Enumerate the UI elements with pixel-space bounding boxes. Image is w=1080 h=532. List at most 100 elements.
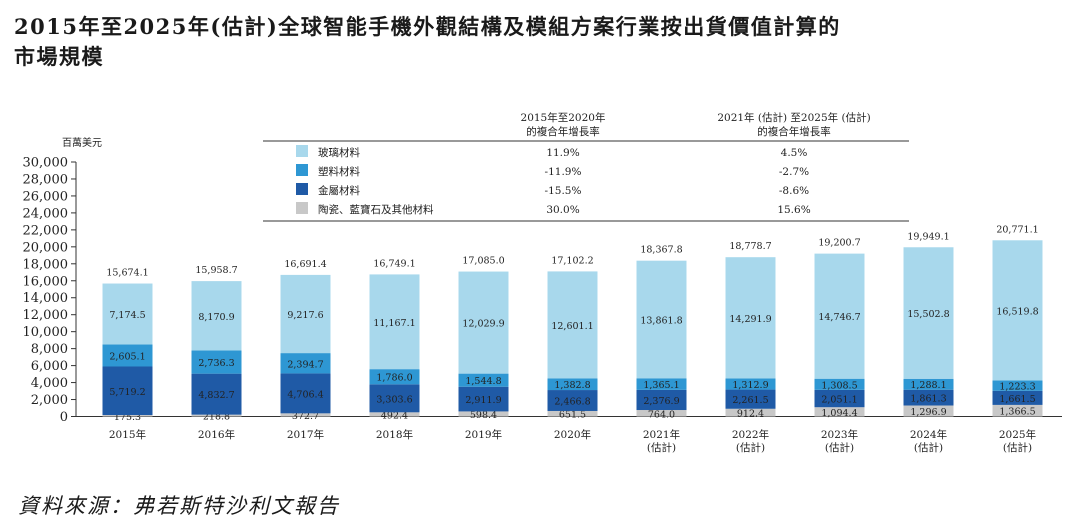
bar-segment-metal <box>636 389 687 411</box>
cagr-2021-2025: 4.5% <box>781 147 808 159</box>
bar-segment-plastic <box>102 344 153 367</box>
cagr-2021-2025: -2.7% <box>779 166 809 178</box>
data-label: 1,223.3 <box>999 382 1035 393</box>
bar-segment-glass <box>458 271 509 374</box>
total-label: 15,958.7 <box>195 265 237 276</box>
data-label: 372.7 <box>292 411 319 422</box>
bar-segment-glass <box>102 283 153 345</box>
legend-swatch <box>296 145 308 157</box>
bar-segment-metal <box>992 390 1043 405</box>
bar-segment-other <box>280 413 331 417</box>
cagr-header-1-line2: 的複合年增長率 <box>526 125 600 138</box>
bar-segment-metal <box>903 389 954 406</box>
data-label: 14,746.7 <box>818 312 860 323</box>
data-label: 16,519.8 <box>996 306 1038 317</box>
data-label: 1,296.9 <box>910 407 946 418</box>
bar-segment-metal <box>102 366 153 416</box>
x-tick-label: 2018年 <box>376 428 413 441</box>
data-label: 14,291.9 <box>729 314 771 325</box>
bar-segment-glass <box>814 253 865 379</box>
cagr-2015-2020: 11.9% <box>546 147 579 159</box>
y-tick-label: 10,000 <box>23 325 69 340</box>
legend-label: 金屬材料 <box>318 184 360 197</box>
bar-segment-plastic <box>992 380 1043 391</box>
bar-segment-plastic <box>903 378 954 390</box>
bar-segment-metal <box>725 389 776 409</box>
data-label: 1,382.8 <box>554 380 590 391</box>
legend-swatch <box>296 202 308 214</box>
x-tick-label: 2021年 <box>643 428 680 441</box>
data-label: 1,365.1 <box>643 380 679 391</box>
data-label: 2,394.7 <box>287 359 323 370</box>
bar-segment-metal <box>280 373 331 414</box>
chart: 百萬美元 0 2,000 4,000 6,000 8,000 10,000 12,000 14,… <box>23 111 1062 454</box>
bar-segment-glass <box>547 271 598 379</box>
bar-segment-plastic <box>280 353 331 374</box>
y-tick-label: 2,000 <box>31 393 68 408</box>
data-label: 11,167.1 <box>373 318 415 329</box>
x-tick-label-est: (估計) <box>914 441 943 454</box>
data-label: 912.4 <box>737 409 764 420</box>
cagr-2021-2025: 15.6% <box>777 204 810 216</box>
y-tick-label: 30,000 <box>23 156 69 171</box>
bar-segment-glass <box>725 257 776 379</box>
bar-segment-plastic <box>636 378 687 390</box>
y-tick-label: 14,000 <box>23 291 69 306</box>
y-tick-label: 4,000 <box>31 376 68 391</box>
x-tick-label: 2022年 <box>732 428 769 441</box>
chart-title: 2015年至2025年(估計)全球智能手機外觀結構及模組方案行業按出貨價值計算的… <box>14 12 1074 72</box>
bar-segment-other <box>102 415 153 417</box>
legend-swatch <box>296 183 308 195</box>
data-label: 2,261.5 <box>732 395 768 406</box>
data-label: 12,601.1 <box>551 321 593 332</box>
y-tick-label: 22,000 <box>23 223 69 238</box>
chart-title-line1: 2015年至2025年(估計)全球智能手機外觀結構及模組方案行業按出貨價值計算的 <box>14 14 841 39</box>
total-label: 17,102.2 <box>551 255 593 266</box>
y-tick-label: 12,000 <box>23 308 69 323</box>
total-label: 15,674.1 <box>106 268 148 279</box>
legend-label: 陶瓷、藍寶石及其他材料 <box>318 203 434 216</box>
data-label: 9,217.6 <box>287 310 323 321</box>
data-label: 2,466.8 <box>554 397 590 408</box>
data-label: 12,029.9 <box>462 319 504 330</box>
bar-segment-plastic <box>191 350 242 374</box>
data-label: 492.4 <box>381 410 408 421</box>
bar-segment-other <box>814 407 865 417</box>
data-label: 13,861.8 <box>640 315 682 326</box>
data-label: 1,861.3 <box>910 394 946 405</box>
total-label: 16,749.1 <box>373 258 415 269</box>
bar-segment-glass <box>992 240 1043 381</box>
data-label: 175.3 <box>114 412 141 423</box>
total-label: 20,771.1 <box>996 224 1038 235</box>
y-tick-label: 6,000 <box>31 359 68 374</box>
total-label: 16,691.4 <box>284 259 326 270</box>
cagr-header-2-line2: 的複合年增長率 <box>757 125 831 138</box>
x-tick-label-est: (估計) <box>825 441 854 454</box>
data-label: 1,366.5 <box>999 407 1035 418</box>
x-tick-label-est: (估計) <box>1003 441 1032 454</box>
cagr-2015-2020: -11.9% <box>545 166 582 178</box>
x-tick-label-est: (估計) <box>736 441 765 454</box>
bar-segment-other <box>547 410 598 417</box>
bar-segment-other <box>636 410 687 417</box>
data-label: 2,376.9 <box>643 396 679 407</box>
bar-segment-metal <box>814 389 865 408</box>
y-tick-label: 20,000 <box>23 240 69 255</box>
data-label: 7,174.5 <box>109 310 145 321</box>
x-tick-label: 2020年 <box>554 428 591 441</box>
data-label: 598.4 <box>470 410 497 421</box>
total-label: 18,778.7 <box>729 241 771 252</box>
data-label: 1,308.5 <box>821 380 857 391</box>
cagr-2015-2020: 30.0% <box>546 204 579 216</box>
data-label: 1,288.1 <box>910 380 946 391</box>
data-label: 15,502.8 <box>907 309 949 320</box>
bar-segment-plastic <box>458 373 509 387</box>
bar-segment-plastic <box>547 378 598 391</box>
total-label: 19,949.1 <box>907 231 949 242</box>
x-tick-label: 2024年 <box>910 428 947 441</box>
data-label: 4,706.4 <box>287 389 323 400</box>
x-tick-label: 2015年 <box>109 428 146 441</box>
cagr-header-2-line1: 2021年 (估計) 至2025年 (估計) <box>717 111 870 124</box>
y-tick-label: 28,000 <box>23 172 69 187</box>
y-tick-label: 18,000 <box>23 257 69 272</box>
